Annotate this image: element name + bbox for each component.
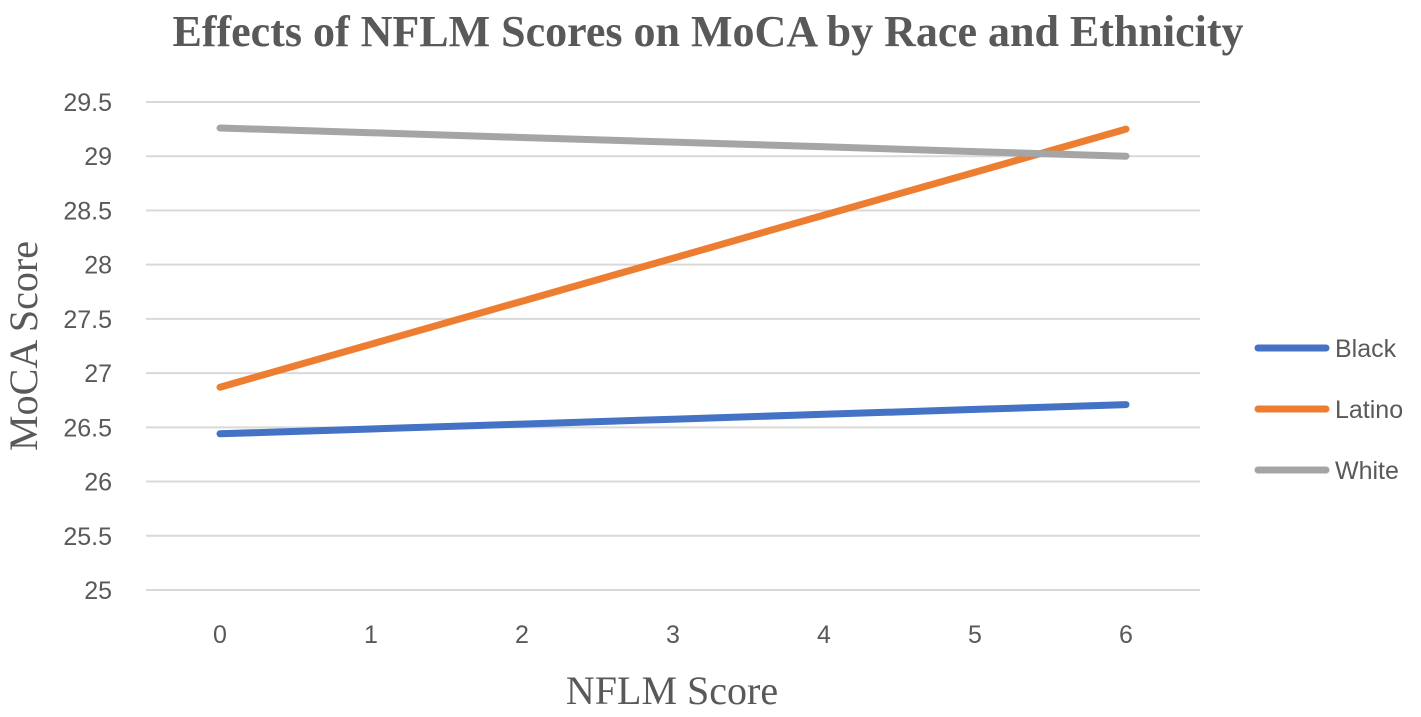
y-tick-label: 28 [84, 252, 112, 280]
series-lines [216, 124, 1130, 438]
y-tick-label: 25.5 [63, 523, 112, 551]
y-axis-tick-labels: 25 25.5 26 26.5 27 27.5 28 28.5 29 29.5 [63, 89, 112, 605]
x-tick-label: 3 [666, 621, 680, 649]
y-tick-label: 26 [84, 469, 112, 497]
y-tick-label: 29.5 [63, 89, 112, 117]
x-tick-label: 0 [213, 621, 227, 649]
legend-label-white: White [1335, 457, 1399, 485]
x-tick-label: 5 [968, 621, 982, 649]
x-axis-tick-labels: 0 1 2 3 4 5 6 [213, 621, 1133, 649]
x-tick-label: 1 [364, 621, 378, 649]
y-axis-title: MoCA Score [1, 241, 46, 451]
series-line-black [216, 401, 1130, 438]
y-tick-label: 26.5 [63, 414, 112, 442]
legend: Black Latino White [1254, 335, 1403, 485]
x-tick-label: 4 [817, 621, 831, 649]
x-tick-label: 6 [1119, 621, 1133, 649]
gridlines [146, 101, 1200, 591]
y-tick-label: 29 [84, 143, 112, 171]
legend-label-black: Black [1335, 335, 1397, 363]
x-tick-label: 2 [515, 621, 529, 649]
y-tick-label: 27 [84, 360, 112, 388]
series-line-white [216, 124, 1130, 160]
y-tick-label: 28.5 [63, 197, 112, 225]
y-tick-label: 27.5 [63, 306, 112, 334]
chart-title: Effects of NFLM Scores on MoCA by Race a… [173, 7, 1244, 56]
y-tick-label: 25 [84, 577, 112, 605]
legend-label-latino: Latino [1335, 396, 1403, 424]
series-line-latino [216, 125, 1130, 391]
x-axis-title: NFLM Score [566, 668, 778, 713]
